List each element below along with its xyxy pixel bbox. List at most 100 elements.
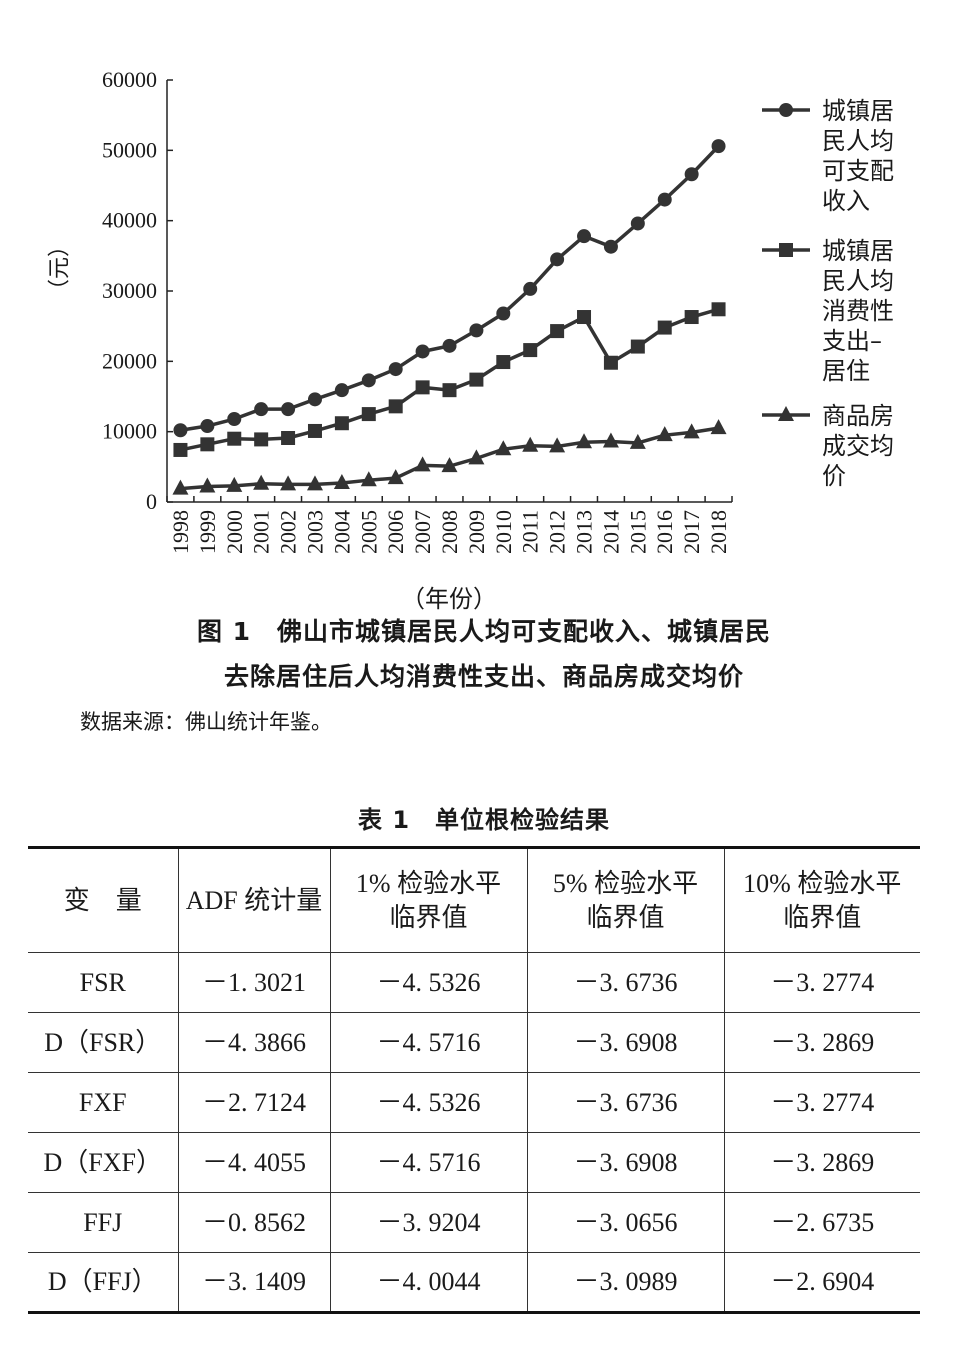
table-cell: －4. 3866 [177,1012,330,1073]
data-point-circle [227,412,242,427]
data-point-circle [254,402,269,417]
table-row: D（FXF） －4. 4055 －4. 5716 －3. 6908 －3. 28… [28,1132,920,1193]
data-point-square [415,380,430,395]
table-row: FSR －1. 3021 －4. 5326 －3. 6736 －3. 2774 [28,952,920,1013]
data-point-square [334,416,349,431]
data-point-circle [630,216,645,231]
x-tick-label: 1999 [195,510,220,554]
data-point-triangle [280,475,297,491]
y-tick-label: 40000 [102,208,157,233]
x-tick-label: 2018 [706,510,731,554]
data-point-triangle [333,474,350,490]
data-point-triangle [683,423,700,439]
data-point-triangle [549,437,566,453]
data-point-square [684,310,699,325]
y-tick-label: 50000 [102,137,157,162]
data-point-circle [550,252,565,267]
table-row: D（FFJ） －3. 1409 －4. 0044 －3. 0989 －2. 69… [28,1252,920,1313]
x-tick-label: 2012 [545,510,570,554]
y-tick-label: 30000 [102,278,157,303]
legend-label-line: 居住 [822,357,870,385]
data-point-square [711,302,726,317]
x-tick-label: 2002 [276,510,301,554]
data-point-circle [281,402,296,417]
data-point-circle [577,229,592,244]
data-point-triangle [710,419,727,435]
data-point-square [469,372,484,387]
table-cell: －3. 2774 [723,952,920,1013]
series-line [180,307,720,452]
legend-label-line: 收入 [822,187,870,215]
table-cell: －4. 0044 [329,1252,527,1313]
data-point-square [388,399,403,414]
table-cell: －4. 5716 [329,1132,527,1193]
data-point-triangle [778,406,794,421]
header-1pct-critical: 1% 检验水平 临界值 [329,847,527,953]
table-row: FXF －2. 7124 －4. 5326 －3. 6736 －3. 2774 [28,1072,920,1133]
table-cell: －0. 8562 [177,1192,330,1253]
x-tick-label: 2000 [222,510,247,554]
header-text: 变 量 [63,885,142,915]
series-square [173,302,726,457]
data-point-square [657,320,672,335]
data-point-triangle [387,469,404,485]
table-cell: －3. 0656 [526,1192,724,1253]
header-adf-statistic: ADF 统计量 [177,847,330,953]
data-point-circle [173,423,188,438]
data-point-circle [200,419,215,434]
table-cell: －3. 6736 [526,1072,724,1133]
x-tick-label: 2014 [598,510,623,554]
data-point-triangle [602,432,619,448]
data-point-triangle [441,457,458,473]
data-point-circle [684,167,699,182]
unit-root-test-table: 变 量 ADF 统计量 1% 检验水平 临界值 5% 检验水平 临界值 10% … [28,846,920,1314]
legend-label-line: 支出– [822,327,882,355]
series-circle [173,139,726,438]
table-cell: －3. 1409 [177,1252,330,1313]
table-cell: －4. 5326 [329,1072,527,1133]
data-point-square [496,355,511,370]
table-cell: －4. 5716 [329,1012,527,1073]
x-tick-label: 2010 [491,510,516,554]
data-point-triangle [199,477,216,493]
table-cell: FSR [28,952,178,1013]
data-point-circle [469,323,484,338]
series-triangle [172,419,727,495]
data-point-circle [334,383,349,398]
legend-label-line: 城镇居 [822,237,894,265]
data-point-triangle [495,440,512,456]
data-point-square [173,442,188,457]
legend-label-line: 可支配 [822,157,894,185]
data-point-triangle [414,456,431,472]
y-unit-label: （元） [48,235,73,301]
data-point-triangle [576,433,593,449]
data-point-square [603,355,618,370]
y-tick-label: 60000 [102,67,157,92]
data-point-triangle [629,433,646,449]
data-point-square [227,431,242,446]
table-cell: D（FSR） [28,1012,178,1073]
x-tick-label: 2001 [249,510,274,554]
table-cell: FXF [28,1072,178,1133]
figure-caption-line-1: 图 1 佛山市城镇居民人均可支配收入、城镇居民 [196,617,772,646]
table-cell: －1. 3021 [177,952,330,1013]
y-tick-label: 0 [146,489,157,514]
table-cell: －3. 0989 [526,1252,724,1313]
data-point-circle [415,344,430,359]
table-cell: －3. 2869 [723,1132,920,1193]
table-cell: －3. 6908 [526,1012,724,1073]
x-tick-label: 2011 [518,510,543,553]
x-tick-label: 1998 [168,510,193,554]
table-cell: －3. 2869 [723,1012,920,1073]
data-point-circle [603,239,618,254]
table-header-row: 变 量 ADF 统计量 1% 检验水平 临界值 5% 检验水平 临界值 10% … [28,847,920,953]
x-tick-label: 2008 [437,510,462,554]
data-point-square [281,430,296,445]
x-tick-label: 2004 [329,510,354,554]
legend-entry-triangle: 商品房成交均价 [762,402,894,490]
x-tick-label: 2006 [383,510,408,554]
x-tick-label: 2016 [652,510,677,554]
legend-label-line: 民人均 [822,267,894,295]
